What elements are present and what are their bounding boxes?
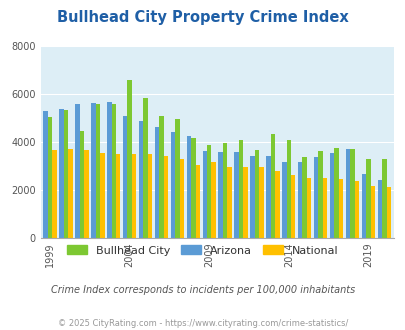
Bar: [361, 175, 365, 238]
Bar: [322, 178, 326, 238]
Bar: [386, 187, 390, 238]
Bar: [100, 153, 104, 238]
Bar: [286, 140, 290, 238]
Bar: [107, 102, 111, 238]
Bar: [234, 152, 238, 238]
Bar: [266, 156, 270, 238]
Bar: [48, 117, 52, 238]
Bar: [354, 181, 358, 238]
Bar: [191, 138, 195, 238]
Bar: [52, 149, 57, 238]
Bar: [338, 179, 342, 238]
Bar: [290, 176, 295, 238]
Bar: [222, 143, 227, 238]
Bar: [59, 109, 64, 238]
Bar: [365, 159, 370, 238]
Bar: [333, 148, 338, 238]
Bar: [238, 140, 243, 238]
Text: Crime Index corresponds to incidents per 100,000 inhabitants: Crime Index corresponds to incidents per…: [51, 285, 354, 295]
Bar: [127, 80, 132, 238]
Bar: [250, 156, 254, 238]
Bar: [227, 167, 231, 238]
Bar: [64, 110, 68, 238]
Bar: [143, 98, 147, 238]
Bar: [377, 180, 381, 238]
Bar: [123, 115, 127, 238]
Bar: [96, 104, 100, 238]
Text: Bullhead City Property Crime Index: Bullhead City Property Crime Index: [57, 10, 348, 25]
Bar: [43, 111, 48, 238]
Bar: [258, 167, 263, 238]
Bar: [154, 127, 159, 238]
Bar: [132, 154, 136, 238]
Bar: [329, 153, 333, 238]
Bar: [175, 119, 179, 238]
Bar: [186, 136, 191, 238]
Legend: Bullhead City, Arizona, National: Bullhead City, Arizona, National: [62, 241, 343, 260]
Bar: [243, 167, 247, 238]
Bar: [84, 149, 88, 238]
Bar: [275, 171, 279, 238]
Bar: [318, 151, 322, 238]
Bar: [91, 103, 96, 238]
Bar: [195, 165, 200, 238]
Bar: [306, 178, 311, 238]
Bar: [79, 131, 84, 238]
Bar: [313, 157, 318, 238]
Bar: [75, 104, 79, 238]
Bar: [116, 154, 120, 238]
Bar: [111, 104, 116, 238]
Bar: [350, 149, 354, 238]
Bar: [68, 149, 72, 238]
Bar: [179, 159, 183, 238]
Bar: [159, 115, 163, 238]
Bar: [171, 132, 175, 238]
Text: © 2025 CityRating.com - https://www.cityrating.com/crime-statistics/: © 2025 CityRating.com - https://www.city…: [58, 319, 347, 328]
Bar: [202, 151, 207, 238]
Bar: [218, 152, 222, 238]
Bar: [281, 161, 286, 238]
Bar: [381, 159, 386, 238]
Bar: [139, 121, 143, 238]
Bar: [254, 150, 258, 238]
Bar: [297, 162, 302, 238]
Bar: [345, 149, 350, 238]
Bar: [147, 154, 152, 238]
Bar: [370, 186, 374, 238]
Bar: [270, 134, 275, 238]
Bar: [207, 146, 211, 238]
Bar: [302, 157, 306, 238]
Bar: [163, 155, 168, 238]
Bar: [211, 161, 215, 238]
